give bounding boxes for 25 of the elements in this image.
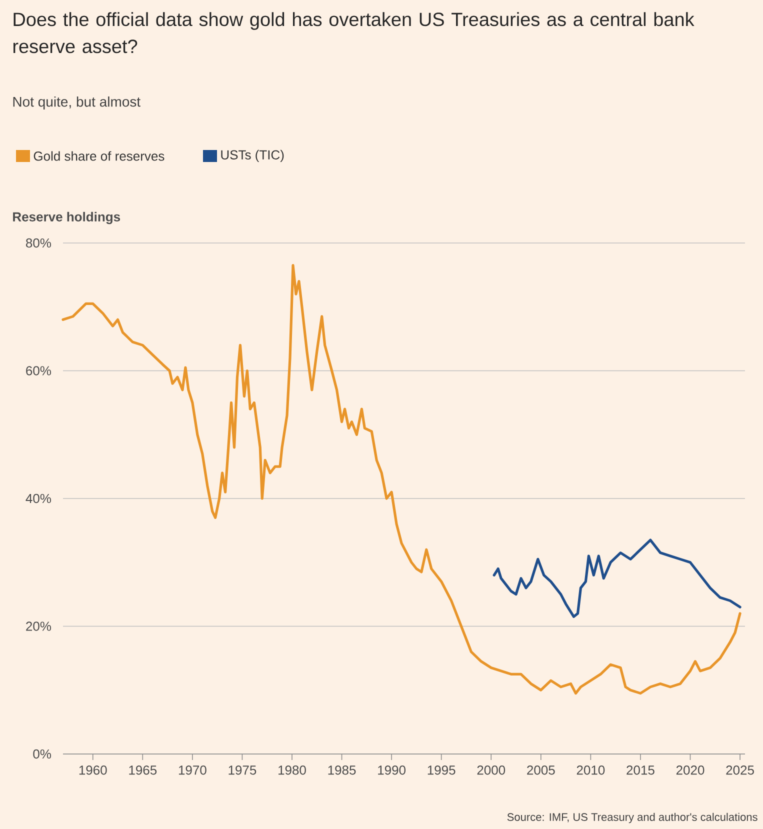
y-tick-label: 40% xyxy=(26,494,52,504)
x-tick-label: 2020 xyxy=(676,766,704,775)
x-tick-label: 1985 xyxy=(328,766,356,775)
legend-label: Gold share of reserves xyxy=(34,151,164,161)
x-tick-label: 2000 xyxy=(477,766,506,775)
x-tick-label: 1990 xyxy=(378,766,406,775)
x-tick-label: 1960 xyxy=(79,766,107,775)
x-tick-label: 2010 xyxy=(576,766,605,775)
x-tick-label: 2025 xyxy=(726,766,754,775)
y-tick-label: 80% xyxy=(26,238,52,248)
x-tick-label: 1980 xyxy=(278,766,306,775)
chart-title: Does the official data show gold has overtaken US Treasuries as a central bank reserve asset? xyxy=(13,12,694,54)
legend-label: USTs (TIC) xyxy=(221,150,284,162)
source-note: Source: IMF, US Treasury and author's calculations xyxy=(507,812,758,824)
x-tick-label: 2005 xyxy=(527,766,555,775)
y-axis-title: Reserve holdings xyxy=(13,212,120,224)
y-tick-label: 20% xyxy=(26,622,52,631)
chart-subtitle: Not quite, but almost xyxy=(13,96,140,110)
x-tick-label: 2015 xyxy=(626,766,654,775)
y-tick-label: 60% xyxy=(26,366,52,376)
x-tick-label: 1965 xyxy=(129,766,157,775)
y-tick-label: 0% xyxy=(33,749,52,759)
x-tick-label: 1970 xyxy=(178,766,206,775)
x-tick-label: 1995 xyxy=(428,766,456,775)
x-tick-label: 1975 xyxy=(228,766,256,775)
